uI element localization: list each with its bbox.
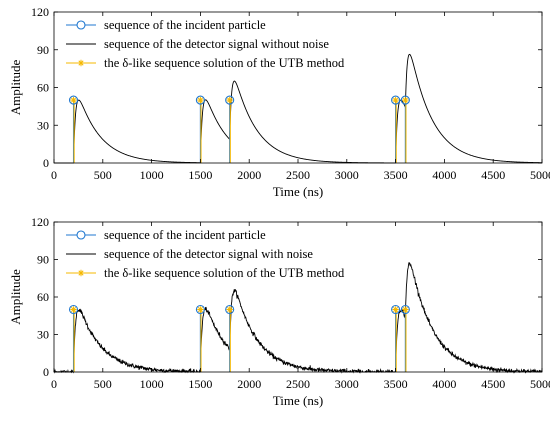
utb-solution-point — [226, 306, 233, 313]
y-axis-title: Amplitude — [8, 269, 23, 325]
y-tick-label: 60 — [37, 290, 49, 304]
legend-item: sequence of the incident particle — [66, 18, 266, 32]
x-tick-label: 1500 — [188, 377, 212, 391]
utb-solution-point — [70, 96, 77, 104]
detector-signal-line — [53, 262, 543, 374]
x-tick-label: 1500 — [188, 168, 212, 182]
y-tick-label: 120 — [31, 215, 49, 229]
legend-item: sequence of the detector signal with noi… — [66, 247, 313, 261]
x-tick-label: 2500 — [286, 168, 310, 182]
x-tick-label: 3500 — [384, 377, 408, 391]
legend-item: sequence of the detector signal without … — [66, 37, 329, 51]
x-tick-label: 1000 — [140, 377, 164, 391]
utb-solution-point — [402, 96, 409, 104]
incident-particle-point — [225, 95, 235, 105]
x-tick-label: 4000 — [432, 377, 456, 391]
y-axis-title: Amplitude — [8, 59, 23, 115]
y-tick-label: 90 — [37, 253, 49, 267]
chart-panel-2: 0 500 1000 1500 2000 2500 3000 3500 4000 4500 500 0… — [8, 215, 550, 408]
utb-solution-point — [226, 96, 233, 104]
legend-swatch-circle — [76, 20, 86, 30]
x-tick-label: 2000 — [237, 168, 261, 182]
utb-solution-point — [197, 96, 204, 104]
incident-particle-point — [68, 95, 79, 105]
y-tick-label: 120 — [31, 5, 49, 19]
incident-particle-point — [400, 95, 410, 105]
incident-particle-point — [391, 304, 401, 315]
legend-item: the δ-like sequence solution of the UTB … — [66, 266, 345, 280]
y-tick-label: 0 — [43, 365, 49, 379]
legend-label: the δ-like sequence solution of the UTB … — [104, 56, 345, 70]
legend: sequence of the incident particle sequenc… — [66, 18, 345, 70]
x-tick-label: 0 — [51, 168, 57, 182]
legend-label: sequence of the incident particle — [104, 18, 266, 32]
legend-item: sequence of the incident particle — [66, 228, 266, 242]
legend-swatch-star — [77, 269, 85, 277]
plot-area-frame — [53, 221, 543, 373]
x-tick-label: 500 — [94, 377, 112, 391]
x-tick-label: 1000 — [140, 168, 164, 182]
utb-solution-point — [70, 306, 77, 313]
x-tick-label: 4000 — [432, 168, 456, 182]
chart-panel-1: 0 500 1000 1500 2000 2500 3000 3500 4000 4500 500 0… — [8, 5, 550, 199]
x-tick-label: 2000 — [237, 377, 261, 391]
x-tick-label: 3000 — [335, 168, 359, 182]
x-tick-label: 4500 — [481, 377, 505, 391]
y-tick-label: 90 — [37, 43, 49, 57]
utb-solution-point — [402, 306, 409, 313]
utb-solution-point — [392, 96, 399, 104]
plot-area-frame — [53, 11, 543, 164]
legend-item: the δ-like sequence solution of the UTB … — [66, 56, 345, 70]
incident-particle-point — [391, 95, 401, 105]
legend-label: sequence of the detector signal without … — [104, 37, 329, 51]
utb-solution-point — [197, 306, 204, 313]
incident-particle-point — [225, 304, 235, 315]
legend-label: sequence of the detector signal with noi… — [104, 247, 313, 261]
x-tick-label: 4500 — [481, 168, 505, 182]
legend-label: sequence of the incident particle — [104, 228, 266, 242]
y-tick-label: 60 — [37, 81, 49, 95]
legend-swatch-circle — [76, 230, 86, 240]
incident-particle-point — [68, 304, 79, 315]
x-tick-label: 0 — [51, 377, 57, 391]
x-tick-label: 3500 — [384, 168, 408, 182]
incident-particle-point — [400, 304, 410, 315]
incident-particle-point — [195, 95, 205, 105]
legend-label: the δ-like sequence solution of the UTB … — [104, 266, 345, 280]
utb-solution-point — [392, 306, 399, 313]
x-tick-label: 500 — [94, 168, 112, 182]
detector-signal-line — [54, 53, 542, 164]
x-tick-label: 2500 — [286, 377, 310, 391]
x-tick-label: 3000 — [335, 377, 359, 391]
y-tick-label: 30 — [37, 328, 49, 342]
y-tick-label: 0 — [43, 156, 49, 170]
incident-particle-point — [195, 304, 205, 315]
legend-swatch-star — [77, 59, 85, 67]
y-tick-label: 30 — [37, 118, 49, 132]
x-axis-title: Time (ns) — [273, 393, 323, 408]
x-axis-title: Time (ns) — [273, 184, 323, 199]
legend: sequence of the incident particle sequenc… — [66, 228, 345, 280]
